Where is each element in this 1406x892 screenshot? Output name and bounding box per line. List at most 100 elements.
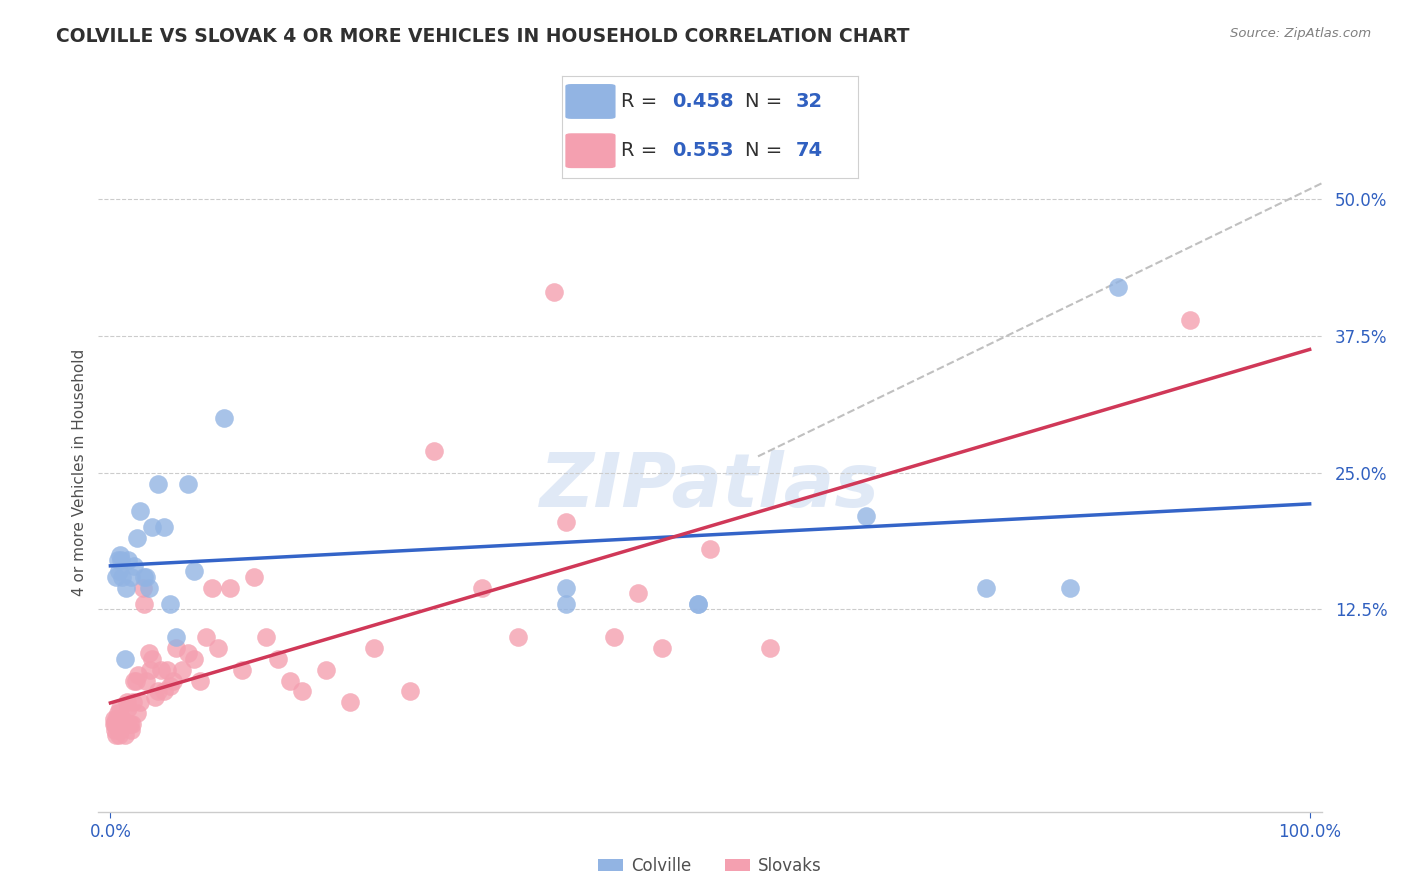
Text: R =: R = bbox=[621, 92, 664, 111]
Point bbox=[122, 695, 145, 709]
Point bbox=[108, 712, 129, 726]
Point bbox=[129, 695, 152, 709]
Point bbox=[114, 728, 136, 742]
Point bbox=[141, 520, 163, 534]
Y-axis label: 4 or more Vehicles in Household: 4 or more Vehicles in Household bbox=[72, 349, 87, 597]
Point bbox=[162, 673, 184, 688]
Point bbox=[115, 581, 138, 595]
Point bbox=[219, 581, 242, 595]
Point bbox=[231, 663, 253, 677]
Point bbox=[177, 646, 200, 660]
Point bbox=[153, 684, 176, 698]
Point bbox=[471, 581, 494, 595]
Point bbox=[159, 679, 181, 693]
Point bbox=[363, 640, 385, 655]
Point bbox=[183, 651, 205, 665]
Point bbox=[759, 640, 782, 655]
Point bbox=[555, 597, 578, 611]
Point bbox=[339, 695, 361, 709]
Point bbox=[399, 684, 422, 698]
Point bbox=[125, 532, 148, 546]
FancyBboxPatch shape bbox=[565, 84, 616, 119]
Point bbox=[104, 717, 127, 731]
Point bbox=[207, 640, 229, 655]
Point bbox=[165, 640, 187, 655]
Point bbox=[129, 504, 152, 518]
Point bbox=[118, 717, 141, 731]
Point bbox=[104, 723, 127, 737]
Point bbox=[183, 564, 205, 578]
Point bbox=[105, 712, 128, 726]
Text: R =: R = bbox=[621, 141, 664, 161]
Point bbox=[120, 723, 142, 737]
Text: 74: 74 bbox=[796, 141, 823, 161]
Point bbox=[165, 630, 187, 644]
Point bbox=[108, 701, 131, 715]
Point bbox=[107, 553, 129, 567]
Point bbox=[201, 581, 224, 595]
Point bbox=[555, 581, 578, 595]
Point bbox=[115, 717, 138, 731]
Point bbox=[1178, 312, 1201, 326]
Point bbox=[111, 569, 134, 583]
Point bbox=[686, 597, 709, 611]
Point bbox=[254, 630, 277, 644]
Point bbox=[132, 569, 155, 583]
Point bbox=[105, 569, 128, 583]
Point bbox=[508, 630, 530, 644]
Point bbox=[855, 509, 877, 524]
Point bbox=[141, 651, 163, 665]
Point bbox=[108, 723, 131, 737]
Point bbox=[627, 586, 650, 600]
Point bbox=[124, 673, 146, 688]
Point bbox=[156, 663, 179, 677]
Point bbox=[107, 717, 129, 731]
Point bbox=[651, 640, 673, 655]
Text: ZIPatlas: ZIPatlas bbox=[540, 450, 880, 523]
Point bbox=[105, 728, 128, 742]
Text: 0.458: 0.458 bbox=[672, 92, 734, 111]
Point bbox=[555, 515, 578, 529]
Point bbox=[603, 630, 626, 644]
Point bbox=[159, 597, 181, 611]
Text: 32: 32 bbox=[796, 92, 823, 111]
Point bbox=[148, 476, 170, 491]
Point bbox=[124, 558, 146, 573]
Point bbox=[188, 673, 211, 688]
Point bbox=[115, 695, 138, 709]
Text: N =: N = bbox=[745, 92, 789, 111]
FancyBboxPatch shape bbox=[565, 133, 616, 168]
Point bbox=[974, 581, 997, 595]
Point bbox=[120, 569, 142, 583]
Point bbox=[149, 663, 172, 677]
Point bbox=[138, 646, 160, 660]
Point bbox=[135, 569, 157, 583]
Point bbox=[125, 706, 148, 721]
Point bbox=[127, 668, 149, 682]
Point bbox=[117, 553, 139, 567]
Point bbox=[291, 684, 314, 698]
Point bbox=[110, 717, 132, 731]
Point bbox=[108, 548, 131, 562]
Point bbox=[103, 717, 125, 731]
Point bbox=[153, 520, 176, 534]
Point bbox=[108, 723, 129, 737]
Point bbox=[135, 673, 157, 688]
Point bbox=[423, 443, 446, 458]
Point bbox=[214, 411, 236, 425]
Point bbox=[117, 701, 139, 715]
Point bbox=[138, 581, 160, 595]
Point bbox=[108, 728, 129, 742]
Point bbox=[108, 564, 129, 578]
Point bbox=[315, 663, 337, 677]
Point bbox=[686, 597, 709, 611]
Point bbox=[172, 663, 194, 677]
Point bbox=[543, 285, 565, 300]
Point bbox=[143, 690, 166, 704]
Point bbox=[148, 684, 170, 698]
Point bbox=[124, 673, 146, 688]
Point bbox=[243, 569, 266, 583]
Point bbox=[112, 717, 135, 731]
Point bbox=[114, 717, 136, 731]
Point bbox=[1059, 581, 1081, 595]
